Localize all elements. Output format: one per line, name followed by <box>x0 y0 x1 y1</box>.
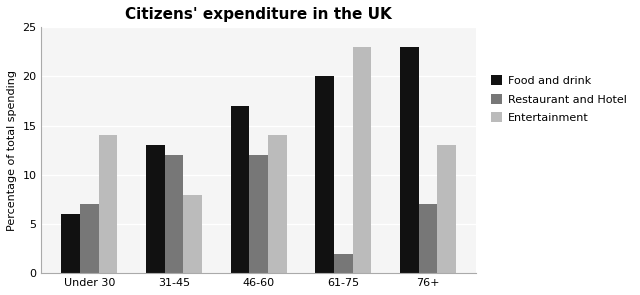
Bar <box>268 135 287 273</box>
Y-axis label: Percentage of total spending: Percentage of total spending <box>7 70 17 231</box>
Bar <box>419 204 438 273</box>
Bar <box>164 155 183 273</box>
Bar <box>99 135 117 273</box>
Bar <box>183 194 202 273</box>
Bar <box>316 76 334 273</box>
Bar <box>334 253 353 273</box>
Bar <box>146 145 164 273</box>
Legend: Food and drink, Restaurant and Hotel, Entertainment: Food and drink, Restaurant and Hotel, En… <box>486 70 632 129</box>
Bar <box>80 204 99 273</box>
Title: Citizens' expenditure in the UK: Citizens' expenditure in the UK <box>125 7 392 22</box>
Bar <box>400 47 419 273</box>
Bar <box>231 106 250 273</box>
Bar <box>61 214 80 273</box>
Bar <box>250 155 268 273</box>
Bar <box>438 145 456 273</box>
Bar <box>353 47 371 273</box>
